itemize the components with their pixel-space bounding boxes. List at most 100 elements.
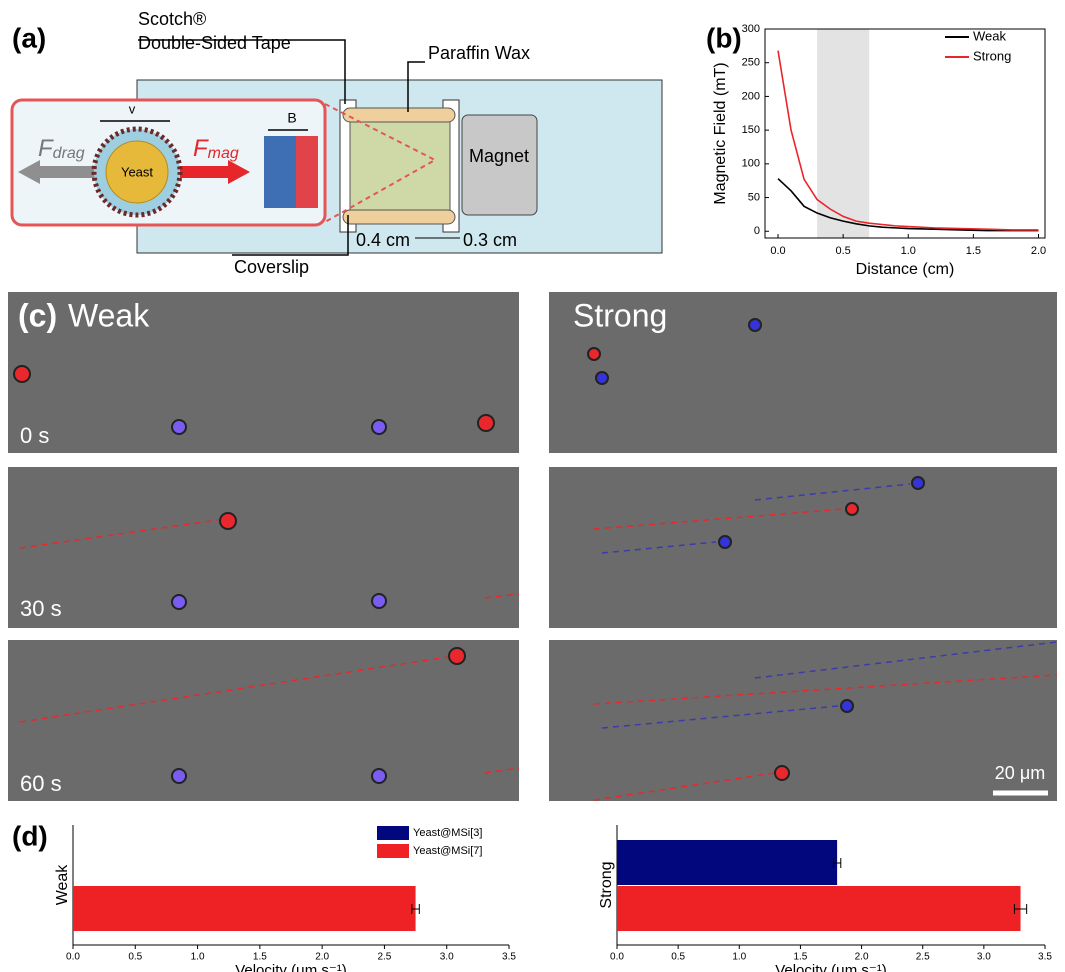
wax-label: Paraffin Wax [428, 43, 530, 63]
legend-label: Strong [973, 48, 1011, 63]
x-tick-label: 3.0 [977, 952, 991, 963]
cell [477, 414, 495, 432]
cell [840, 699, 854, 713]
cell [774, 765, 790, 781]
x-tick-label: 2.0 [855, 952, 869, 963]
y-axis-label: Magnetic Field (mT) [712, 62, 729, 204]
gap-label: 0.3 cm [463, 230, 517, 250]
path [593, 508, 1058, 801]
cell [845, 502, 859, 516]
x-tick-label: 1.0 [901, 245, 916, 257]
x-axis-label: Distance (cm) [856, 261, 955, 278]
image [549, 292, 1057, 453]
bar [73, 886, 416, 931]
symbol: F [38, 135, 54, 162]
cell [718, 535, 732, 549]
x-tick-label: 1.5 [966, 245, 981, 257]
y-tick-label: 300 [742, 23, 760, 35]
condition-label: Strong [573, 297, 667, 333]
magnet-blue [264, 136, 296, 208]
legend-swatch [377, 826, 409, 840]
x-tick-label: 3.0 [440, 952, 454, 963]
condition-label: Weak [68, 297, 150, 333]
coverslip [349, 114, 451, 216]
panel-label: (b) [706, 22, 742, 53]
y-tick-label: 100 [742, 158, 760, 170]
subscript: mag [208, 145, 239, 162]
yeast-label: Yeast [121, 164, 153, 179]
wax-bottom [342, 209, 456, 225]
cell [595, 371, 609, 385]
panel-label: (c) [18, 297, 57, 333]
panel-label: (d) [12, 820, 48, 851]
x-axis-label: Velocity (μm s⁻¹) [235, 962, 347, 972]
bar [617, 886, 1021, 931]
image [8, 640, 519, 801]
yeast-core [105, 140, 169, 204]
path [19, 519, 520, 774]
x-tick-label: 0.0 [610, 952, 624, 963]
cell [171, 768, 187, 784]
cell [13, 365, 31, 383]
x-tick-label: 0.0 [66, 952, 80, 963]
x-tick-label: 0.5 [128, 952, 142, 963]
legend-label: Yeast@MSi[3] [413, 827, 482, 839]
error-bar [411, 904, 420, 914]
x-tick-label: 1.5 [793, 952, 807, 963]
x-tick-label: 1.5 [253, 952, 267, 963]
cell [371, 768, 387, 784]
cell [171, 419, 187, 435]
gap-label: 0.4 cm [356, 230, 410, 250]
cell [448, 647, 466, 665]
image [8, 467, 519, 628]
y-tick-label: 200 [742, 90, 760, 102]
velocity-label: v [129, 101, 136, 116]
micrographs [8, 292, 1057, 801]
subscript: drag [53, 145, 85, 162]
field-label: B [287, 110, 296, 126]
y-tick-label: 0 [754, 225, 760, 237]
legend-label: Weak [973, 28, 1006, 43]
image [549, 467, 1057, 628]
drag-force-label: Fdrag [38, 135, 85, 162]
magnet-red [296, 136, 318, 208]
legend-label: Yeast@MSi[7] [413, 845, 482, 857]
y-tick-label: 250 [742, 57, 760, 69]
tape-label: Scotch® [138, 9, 206, 29]
error-bar [832, 858, 842, 868]
leader-lines [138, 39, 425, 256]
image [8, 292, 519, 453]
x-tick-label: 2.5 [377, 952, 391, 963]
line [777, 178, 1039, 232]
mag-force-label: Fmag [193, 135, 239, 162]
y-tick-label: 150 [742, 124, 760, 136]
cell [587, 347, 601, 361]
x-tick-label: 2.0 [1031, 245, 1046, 257]
cell [371, 593, 387, 609]
panel-label: (a) [12, 22, 46, 53]
y-tick-label: 50 [748, 191, 760, 203]
coverslip-label: Coverslip [234, 257, 309, 277]
image [549, 640, 1057, 801]
time-label: 60 s [20, 771, 62, 796]
cell [219, 512, 237, 530]
path [601, 483, 1058, 729]
time-label: 30 s [20, 596, 62, 621]
cell [371, 419, 387, 435]
x-axis-label: Velocity (μm s⁻¹) [775, 962, 887, 972]
cell [748, 318, 762, 332]
symbol: F [193, 135, 209, 162]
magnet [461, 114, 538, 216]
x-tick-label: 2.0 [315, 952, 329, 963]
cell [911, 476, 925, 490]
x-tick-label: 0.5 [835, 245, 850, 257]
x-tick-label: 3.5 [502, 952, 516, 963]
y-axis-label: Weak [54, 864, 71, 906]
mag-arrowhead [228, 160, 250, 184]
bar [617, 840, 838, 885]
drag-arrowhead [18, 160, 40, 184]
x-tick-label: 1.0 [191, 952, 205, 963]
time-label: 0 s [20, 423, 49, 448]
plot-frame [764, 28, 1046, 239]
